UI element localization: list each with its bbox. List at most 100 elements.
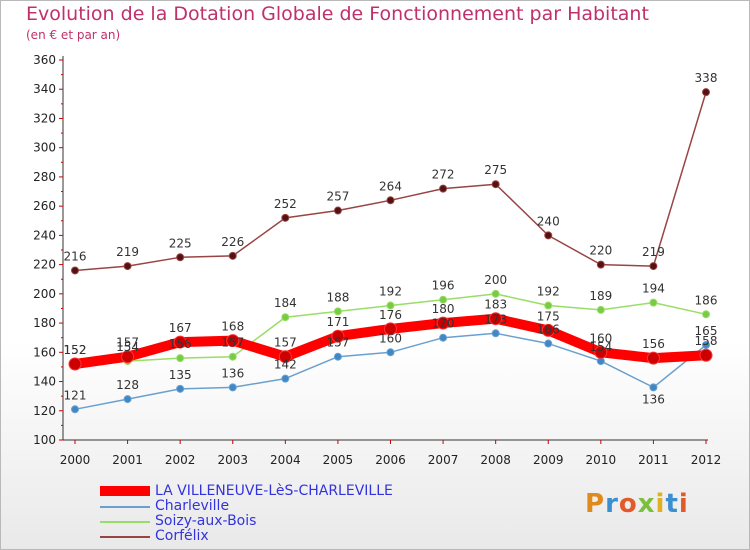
data-point <box>436 316 450 330</box>
x-tick-label: 2004 <box>270 453 301 467</box>
data-point <box>176 384 185 393</box>
data-label: 184 <box>274 296 297 310</box>
data-label: 157 <box>274 336 297 350</box>
x-tick-label: 2009 <box>533 453 564 467</box>
data-label: 154 <box>589 340 612 354</box>
y-tick-label: 340 <box>33 82 56 96</box>
data-point <box>173 335 187 349</box>
x-tick-label: 2005 <box>323 453 354 467</box>
y-tick-label: 180 <box>33 316 56 330</box>
x-tick-label: 2010 <box>586 453 617 467</box>
data-point <box>386 301 395 310</box>
data-point <box>384 322 397 336</box>
data-point <box>544 231 553 240</box>
logo-letter: o <box>618 489 638 519</box>
data-point <box>386 196 395 205</box>
legend-swatch <box>100 536 150 538</box>
data-point <box>594 345 608 359</box>
data-point <box>646 351 660 365</box>
data-point <box>331 329 345 343</box>
data-label: 135 <box>169 368 192 382</box>
legend-swatch <box>100 521 150 523</box>
y-tick-label: 280 <box>33 170 56 184</box>
data-label: 226 <box>221 235 244 249</box>
logo-letter: P <box>585 489 606 519</box>
data-label: 257 <box>326 190 349 204</box>
data-point <box>228 352 237 361</box>
data-point <box>333 352 342 361</box>
data-label: 156 <box>169 337 192 351</box>
data-point <box>226 334 240 348</box>
data-label: 171 <box>326 315 349 329</box>
y-tick-label: 320 <box>33 111 56 125</box>
data-label: 160 <box>379 331 402 345</box>
data-point <box>281 374 290 383</box>
y-tick-label: 220 <box>33 258 56 272</box>
data-label: 220 <box>589 244 612 258</box>
data-point <box>649 383 658 392</box>
data-point <box>176 253 185 262</box>
data-point <box>439 333 448 342</box>
data-point <box>333 307 342 316</box>
data-label: 157 <box>221 336 244 350</box>
data-point <box>596 305 605 314</box>
data-point <box>71 266 79 275</box>
data-point <box>123 262 132 271</box>
y-tick-label: 120 <box>33 404 56 418</box>
data-point <box>278 350 292 364</box>
data-label: 180 <box>432 302 455 316</box>
data-label: 272 <box>432 168 455 182</box>
x-tick-label: 2007 <box>428 453 459 467</box>
data-point <box>121 350 135 364</box>
data-label: 160 <box>589 331 612 345</box>
data-point <box>333 206 342 215</box>
x-tick-label: 2002 <box>165 453 196 467</box>
data-label: 173 <box>484 312 507 326</box>
data-label: 166 <box>537 323 560 337</box>
x-tick-label: 2006 <box>375 453 406 467</box>
logo-letter: i <box>655 489 666 519</box>
data-label: 183 <box>484 298 507 312</box>
y-tick-label: 160 <box>33 345 56 359</box>
data-point <box>439 295 448 304</box>
data-label: 196 <box>432 279 455 293</box>
x-tick-label: 2001 <box>112 453 143 467</box>
data-label: 152 <box>64 343 87 357</box>
data-point <box>702 341 710 349</box>
data-label: 176 <box>379 308 402 322</box>
data-label: 192 <box>537 285 560 299</box>
x-tick-label: 2008 <box>480 453 511 467</box>
legend-label: LA VILLENEUVE-LèS-CHARLEVILLE <box>155 483 393 499</box>
data-label: 170 <box>432 317 455 331</box>
data-label: 240 <box>537 214 560 228</box>
legend-label: Corfélix <box>155 528 209 544</box>
data-label: 216 <box>64 249 87 263</box>
data-label: 194 <box>642 282 665 296</box>
y-tick-label: 360 <box>33 53 56 67</box>
data-point <box>68 357 82 371</box>
data-point <box>228 251 237 260</box>
data-label: 128 <box>116 378 139 392</box>
data-label: 186 <box>695 293 718 307</box>
legend-swatch <box>100 506 150 508</box>
logo-letter: i <box>678 489 689 519</box>
data-point <box>281 313 290 322</box>
data-label: 158 <box>695 334 718 348</box>
data-point <box>386 348 395 357</box>
data-label: 136 <box>642 392 665 406</box>
data-label: 152 <box>64 343 87 357</box>
data-label: 121 <box>64 388 87 402</box>
data-point <box>71 405 79 414</box>
data-label: 225 <box>169 236 192 250</box>
data-label: 188 <box>326 290 349 304</box>
data-label: 275 <box>484 163 507 177</box>
legend-swatch <box>100 486 150 496</box>
data-point <box>489 312 503 326</box>
data-point <box>123 395 132 404</box>
data-label: 157 <box>116 336 139 350</box>
legend-label: Charleville <box>155 498 230 514</box>
x-tick-label: 2012 <box>691 453 722 467</box>
data-label: 338 <box>695 71 718 85</box>
data-label: 219 <box>642 245 665 259</box>
